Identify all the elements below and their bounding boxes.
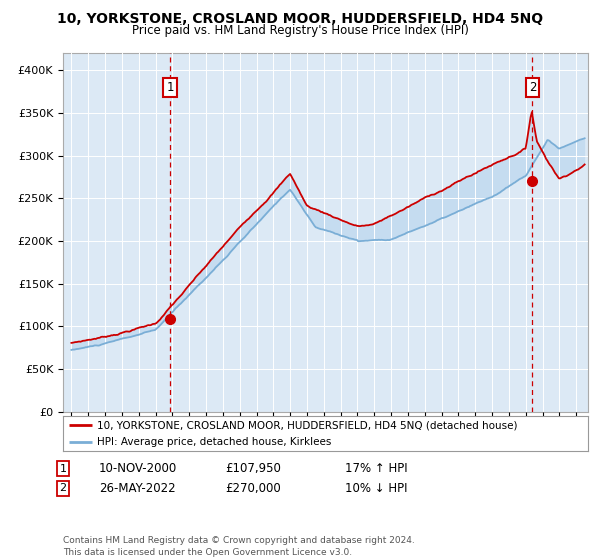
Text: 2: 2 — [529, 81, 536, 94]
Text: 10, YORKSTONE, CROSLAND MOOR, HUDDERSFIELD, HD4 5NQ: 10, YORKSTONE, CROSLAND MOOR, HUDDERSFIE… — [57, 12, 543, 26]
Text: 2: 2 — [59, 483, 67, 493]
Text: 17% ↑ HPI: 17% ↑ HPI — [345, 462, 407, 475]
Text: 10, YORKSTONE, CROSLAND MOOR, HUDDERSFIELD, HD4 5NQ (detached house): 10, YORKSTONE, CROSLAND MOOR, HUDDERSFIE… — [97, 420, 518, 430]
Text: 1: 1 — [59, 464, 67, 474]
Text: Contains HM Land Registry data © Crown copyright and database right 2024.
This d: Contains HM Land Registry data © Crown c… — [63, 536, 415, 557]
Text: Price paid vs. HM Land Registry's House Price Index (HPI): Price paid vs. HM Land Registry's House … — [131, 24, 469, 37]
Text: HPI: Average price, detached house, Kirklees: HPI: Average price, detached house, Kirk… — [97, 437, 331, 447]
Text: 26-MAY-2022: 26-MAY-2022 — [99, 482, 176, 495]
Text: 1: 1 — [166, 81, 174, 94]
Text: £270,000: £270,000 — [225, 482, 281, 495]
Text: 10-NOV-2000: 10-NOV-2000 — [99, 462, 177, 475]
Text: 10% ↓ HPI: 10% ↓ HPI — [345, 482, 407, 495]
Text: £107,950: £107,950 — [225, 462, 281, 475]
